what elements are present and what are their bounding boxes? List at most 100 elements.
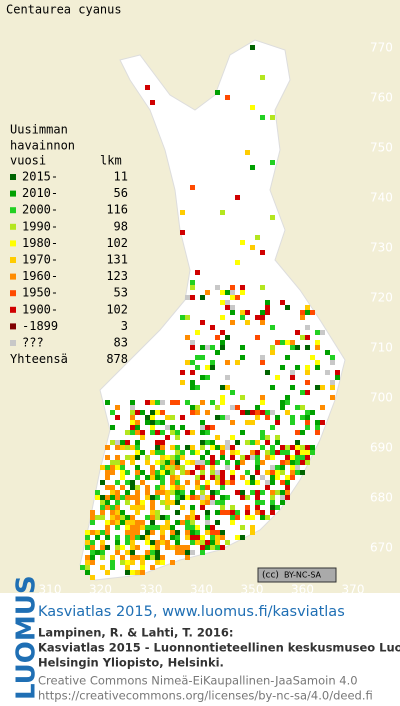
legend-swatch (10, 340, 16, 346)
occurrence-square (240, 290, 245, 295)
occurrence-square (105, 500, 110, 505)
occurrence-square (250, 525, 255, 530)
occurrence-square (210, 525, 215, 530)
legend-count: 131 (106, 253, 128, 267)
occurrence-square (215, 490, 220, 495)
occurrence-square (270, 495, 275, 500)
legend-swatch (10, 306, 16, 313)
occurrence-square (205, 495, 210, 500)
occurrence-square (110, 425, 115, 430)
occurrence-square (180, 520, 185, 525)
occurrence-square (120, 445, 125, 450)
license-badge: (cc) BY-NC-SA (257, 567, 337, 583)
occurrence-square (170, 480, 175, 485)
occurrence-square (230, 285, 235, 290)
occurrence-square (260, 75, 265, 80)
occurrence-square (245, 440, 250, 445)
occurrence-square (205, 375, 210, 380)
occurrence-square (210, 545, 215, 550)
occurrence-square (130, 540, 135, 545)
occurrence-square (210, 345, 215, 350)
occurrence-square (120, 465, 125, 470)
occurrence-square (185, 515, 190, 520)
occurrence-square (205, 440, 210, 445)
occurrence-square (90, 530, 95, 535)
occurrence-square (200, 540, 205, 545)
occurrence-square (105, 530, 110, 535)
occurrence-square (115, 445, 120, 450)
occurrence-square (240, 490, 245, 495)
legend-count: 116 (106, 203, 128, 217)
occurrence-square (150, 565, 155, 570)
occurrence-square (135, 520, 140, 525)
occurrence-square (220, 315, 225, 320)
legend-swatch (10, 257, 16, 263)
occurrence-square (140, 525, 145, 530)
occurrence-square (325, 370, 330, 375)
occurrence-square (135, 470, 140, 475)
occurrence-square (175, 500, 180, 505)
occurrence-square (200, 400, 205, 405)
occurrence-square (230, 295, 235, 300)
occurrence-square (290, 345, 295, 350)
occurrence-square (220, 300, 225, 305)
occurrence-square (270, 480, 275, 485)
occurrence-square (190, 370, 195, 375)
occurrence-square (275, 435, 280, 440)
occurrence-square (125, 520, 130, 525)
occurrence-square (285, 395, 290, 400)
occurrence-square (275, 415, 280, 420)
occurrence-square (85, 560, 90, 565)
occurrence-square (330, 380, 335, 385)
occurrence-square (265, 300, 270, 305)
occurrence-square (190, 380, 195, 385)
occurrence-square (195, 515, 200, 520)
occurrence-square (230, 455, 235, 460)
occurrence-square (270, 425, 275, 430)
occurrence-square (100, 555, 105, 560)
occurrence-square (105, 525, 110, 530)
occurrence-square (260, 510, 265, 515)
occurrence-square (180, 470, 185, 475)
occurrence-square (185, 535, 190, 540)
occurrence-square (175, 485, 180, 490)
occurrence-square (300, 310, 305, 315)
occurrence-square (205, 290, 210, 295)
occurrence-square (190, 490, 195, 495)
occurrence-square (175, 540, 180, 545)
occurrence-square (270, 510, 275, 515)
occurrence-square (285, 305, 290, 310)
occurrence-square (215, 500, 220, 505)
occurrence-square (180, 380, 185, 385)
occurrence-square (275, 440, 280, 445)
occurrence-square (135, 420, 140, 425)
occurrence-square (110, 515, 115, 520)
occurrence-square (125, 560, 130, 565)
legend-count: 98 (114, 219, 128, 233)
occurrence-square (195, 525, 200, 530)
occurrence-square (100, 505, 105, 510)
occurrence-square (220, 530, 225, 535)
occurrence-square (195, 365, 200, 370)
legend-label: 1980- (22, 236, 58, 250)
occurrence-square (240, 410, 245, 415)
occurrence-square (150, 470, 155, 475)
occurrence-square (305, 370, 310, 375)
occurrence-square (210, 465, 215, 470)
occurrence-square (165, 515, 170, 520)
occurrence-square (155, 470, 160, 475)
occurrence-square (335, 370, 340, 375)
occurrence-square (130, 545, 135, 550)
occurrence-square (95, 535, 100, 540)
footer-heading: Kasviatlas 2015, www.luomus.fi/kasviatla… (38, 604, 345, 620)
occurrence-square (150, 505, 155, 510)
occurrence-square (130, 430, 135, 435)
legend-count: 83 (114, 336, 128, 350)
occurrence-square (135, 530, 140, 535)
occurrence-square (305, 445, 310, 450)
occurrence-square (265, 450, 270, 455)
occurrence-square (315, 420, 320, 425)
occurrence-square (235, 465, 240, 470)
occurrence-square (170, 470, 175, 475)
occurrence-square (95, 550, 100, 555)
